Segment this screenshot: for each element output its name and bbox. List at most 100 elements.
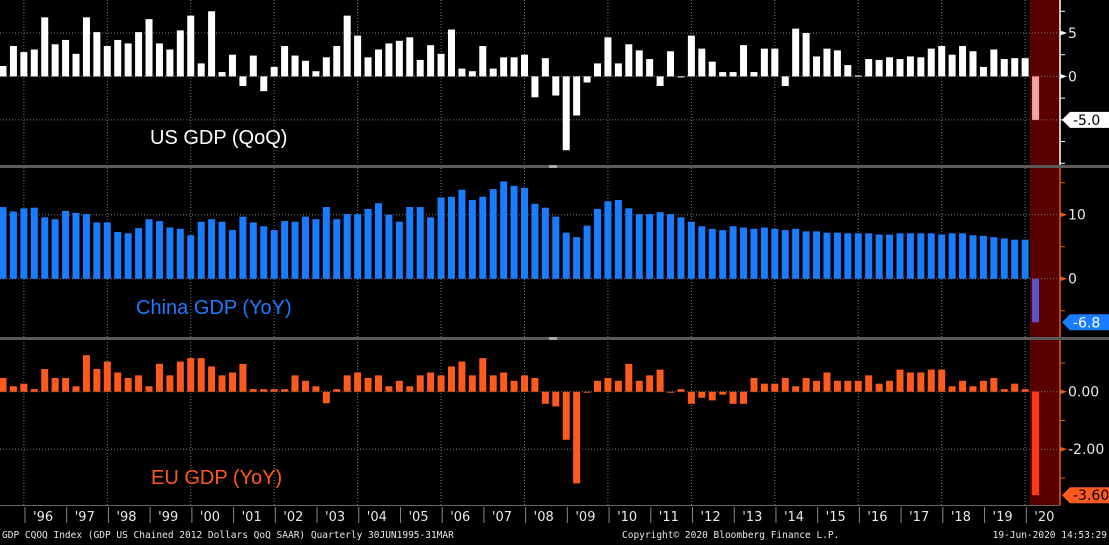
bar (343, 375, 351, 392)
bar (635, 380, 643, 392)
bar (291, 55, 299, 77)
bar (844, 65, 852, 77)
bar (750, 228, 758, 279)
bar (959, 46, 967, 77)
bar (823, 372, 831, 392)
bar (583, 391, 591, 393)
bar (667, 51, 675, 77)
bar (813, 380, 821, 392)
bar (270, 66, 278, 77)
x-tick-label: '97 (75, 510, 95, 525)
bar (594, 63, 602, 77)
bar (364, 57, 372, 77)
bar (333, 219, 341, 279)
bar (969, 51, 977, 77)
bar (708, 391, 716, 401)
panel-1: 10 0 -6.8 (0, 168, 1109, 337)
bar (740, 45, 748, 77)
bar (218, 375, 226, 392)
bar (114, 39, 122, 77)
bar (844, 233, 852, 279)
bar (927, 233, 935, 279)
x-tick-label: '96 (33, 510, 53, 525)
bar (145, 219, 153, 279)
bar (562, 232, 570, 279)
x-tick-label: '10 (617, 510, 637, 525)
bar (656, 369, 664, 392)
bar (406, 37, 414, 77)
bar (771, 383, 779, 392)
bar (468, 375, 476, 392)
bar (667, 391, 675, 393)
bar (51, 377, 59, 392)
bar (260, 226, 268, 279)
bar (291, 221, 299, 279)
bar (938, 46, 946, 77)
bar (270, 230, 278, 279)
bar (740, 391, 748, 404)
bar (145, 19, 153, 77)
x-tick-label: '00 (200, 510, 220, 525)
y-tick-label: 0.00 (1068, 385, 1099, 401)
bar (479, 196, 487, 279)
bar (979, 380, 987, 392)
bar (959, 380, 967, 392)
bar (552, 216, 560, 279)
bar (406, 207, 414, 279)
bar (541, 391, 549, 404)
bar (155, 221, 163, 279)
bar (1000, 59, 1008, 77)
bar (635, 214, 643, 279)
bar (103, 361, 111, 392)
bar (208, 219, 216, 279)
bar (854, 75, 862, 77)
x-tick-label: '09 (575, 510, 595, 525)
bar (1000, 389, 1008, 392)
y-tick-arrow (1060, 276, 1067, 282)
bar (813, 231, 821, 279)
bar (135, 32, 143, 77)
bar (531, 76, 539, 98)
bar (187, 358, 195, 392)
last-value-tag (1062, 487, 1109, 504)
bar (886, 380, 894, 392)
bar (802, 377, 810, 392)
bar (489, 375, 497, 392)
x-tick-label: '01 (242, 510, 262, 525)
bar (72, 386, 80, 392)
bar (646, 59, 654, 77)
footer-description: GDP CQOQ Index (GDP US Chained 2012 Doll… (2, 530, 454, 541)
bar (20, 383, 28, 392)
bar (228, 230, 236, 279)
bar (886, 57, 894, 77)
bar (729, 72, 737, 77)
bar (239, 76, 247, 86)
bar (792, 386, 800, 392)
last-value-label: -5.0 (1073, 113, 1100, 129)
bar (155, 363, 163, 392)
bar (228, 54, 236, 77)
bar (990, 237, 998, 279)
y-tick-arrow (1060, 446, 1067, 452)
bar (510, 57, 518, 77)
bar (656, 76, 664, 86)
bar (155, 43, 163, 77)
us-gdp-title: US GDP (QoQ) (150, 127, 288, 149)
footer: GDP CQOQ Index (GDP US Chained 2012 Doll… (0, 526, 1109, 545)
bar (781, 377, 789, 392)
bar (9, 46, 17, 77)
bar (510, 185, 518, 279)
eu-gdp-title: EU GDP (YoY) (151, 467, 283, 489)
bar (114, 372, 122, 392)
bar (948, 233, 956, 279)
bar (802, 33, 810, 77)
bar (1011, 58, 1019, 77)
bar (249, 222, 257, 279)
panel-resize-handle (549, 165, 557, 168)
bar (20, 52, 28, 77)
footer-timestamp: 19-Jun-2020 14:53:29 (992, 530, 1107, 541)
bar (30, 389, 38, 392)
bar (322, 57, 330, 77)
bar (468, 71, 476, 77)
bar (906, 56, 914, 77)
